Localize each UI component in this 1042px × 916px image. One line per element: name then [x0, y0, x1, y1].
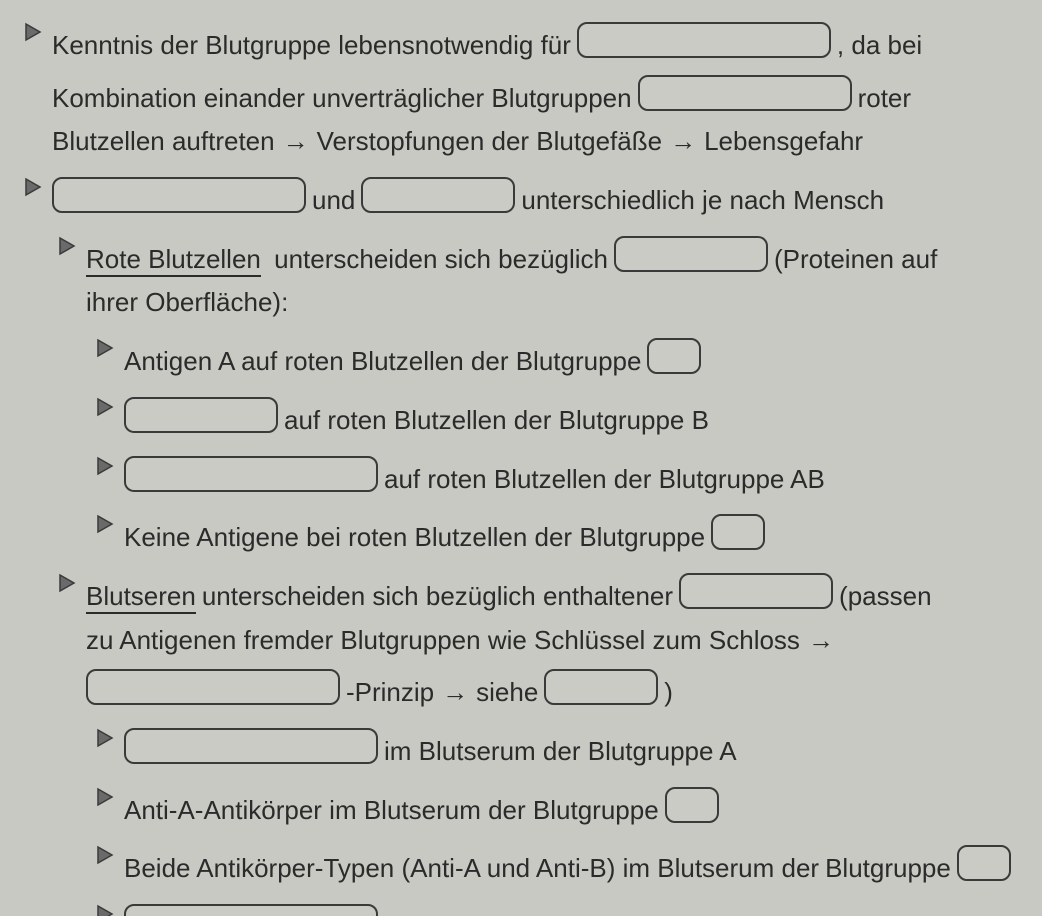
bullet-icon	[24, 18, 42, 42]
item-3-content: Rote Blutzellen unterscheiden sich bezüg…	[86, 232, 1024, 328]
text: )	[664, 674, 673, 712]
text: Anti-A-Antikörper im Blutserum der Blutg…	[124, 792, 659, 830]
text: im Blutserum der Blutgruppe AB	[384, 909, 754, 916]
text: roter	[858, 80, 911, 118]
bullet-icon	[96, 841, 114, 865]
text: siehe	[476, 674, 538, 712]
text-underlined: Blutseren	[86, 578, 196, 616]
blank-input[interactable]	[614, 236, 768, 272]
text: (passen	[839, 578, 932, 616]
bullet-icon	[96, 900, 114, 916]
item-10-content: Anti-A-Antikörper im Blutserum der Blutg…	[124, 783, 1024, 836]
text: zu Antigenen fremder Blutgruppen wie Sch…	[86, 622, 800, 660]
text: und	[312, 182, 355, 220]
item-9: im Blutserum der Blutgruppe A	[96, 724, 1024, 777]
text: auf roten Blutzellen der Blutgruppe B	[284, 402, 709, 440]
item-7: Keine Antigene bei roten Blutzellen der …	[96, 510, 1024, 563]
text: unterscheiden sich bezüglich enthaltener	[202, 578, 673, 616]
item-6-content: auf roten Blutzellen der Blutgruppe AB	[124, 452, 1024, 505]
item-11-content: Beide Antikörper-Typen (Anti-A und Anti-…	[124, 841, 1024, 894]
item-8-content: Blutseren unterscheiden sich bezüglich e…	[86, 569, 1024, 718]
text: Lebensgefahr	[704, 123, 863, 161]
arrow-icon: →	[668, 123, 698, 161]
text: unterschiedlich je nach Mensch	[521, 182, 884, 220]
bullet-icon	[96, 393, 114, 417]
item-1: Kenntnis der Blutgruppe lebensnotwendig …	[24, 18, 1024, 167]
item-5-content: auf roten Blutzellen der Blutgruppe B	[124, 393, 1024, 446]
item-5: auf roten Blutzellen der Blutgruppe B	[96, 393, 1024, 446]
text: Verstopfungen der Blutgefäße	[317, 123, 662, 161]
item-3: Rote Blutzellen unterscheiden sich bezüg…	[58, 232, 1024, 328]
text: Blutgruppe	[825, 850, 951, 888]
item-1-content: Kenntnis der Blutgruppe lebensnotwendig …	[52, 18, 1024, 167]
blank-input[interactable]	[124, 397, 278, 433]
text: ihrer Oberfläche):	[86, 284, 288, 322]
blank-input[interactable]	[957, 845, 1011, 881]
text: -Prinzip	[346, 674, 434, 712]
text: , da bei	[837, 27, 922, 65]
arrow-icon: →	[440, 674, 470, 712]
item-6: auf roten Blutzellen der Blutgruppe AB	[96, 452, 1024, 505]
blank-input[interactable]	[665, 787, 719, 823]
text: Keine Antigene bei roten Blutzellen der …	[124, 519, 705, 557]
item-10: Anti-A-Antikörper im Blutserum der Blutg…	[96, 783, 1024, 836]
item-7-content: Keine Antigene bei roten Blutzellen der …	[124, 510, 1024, 563]
text: Kenntnis der Blutgruppe lebensnotwendig …	[52, 27, 571, 65]
item-9-content: im Blutserum der Blutgruppe A	[124, 724, 1024, 777]
blank-input[interactable]	[647, 338, 701, 374]
blank-input[interactable]	[577, 22, 831, 58]
bullet-icon	[96, 510, 114, 534]
blank-input[interactable]	[124, 904, 378, 916]
bullet-icon	[58, 569, 76, 593]
item-4: Antigen A auf roten Blutzellen der Blutg…	[96, 334, 1024, 387]
text-underlined: Rote Blutzellen	[86, 241, 268, 279]
blank-input[interactable]	[711, 514, 765, 550]
item-12-content: im Blutserum der Blutgruppe AB	[124, 900, 1024, 916]
worksheet-page: Kenntnis der Blutgruppe lebensnotwendig …	[0, 0, 1042, 916]
text: im Blutserum der Blutgruppe A	[384, 733, 737, 771]
item-11: Beide Antikörper-Typen (Anti-A und Anti-…	[96, 841, 1024, 894]
blank-input[interactable]	[544, 669, 658, 705]
blank-input[interactable]	[52, 177, 306, 213]
blank-input[interactable]	[638, 75, 852, 111]
item-4-content: Antigen A auf roten Blutzellen der Blutg…	[124, 334, 1024, 387]
text: Antigen A auf roten Blutzellen der Blutg…	[124, 343, 641, 381]
blank-input[interactable]	[124, 456, 378, 492]
blank-input[interactable]	[124, 728, 378, 764]
arrow-icon: →	[281, 123, 311, 161]
text: auf roten Blutzellen der Blutgruppe AB	[384, 461, 825, 499]
blank-input[interactable]	[361, 177, 515, 213]
text: Kombination einander unverträglicher Blu…	[52, 80, 632, 118]
item-2-content: und unterschiedlich je nach Mensch	[52, 173, 1024, 226]
text: Blutzellen auftreten	[52, 123, 275, 161]
item-8: Blutseren unterscheiden sich bezüglich e…	[58, 569, 1024, 718]
bullet-icon	[58, 232, 76, 256]
arrow-icon: →	[806, 622, 836, 660]
item-2: und unterschiedlich je nach Mensch	[24, 173, 1024, 226]
bullet-icon	[96, 452, 114, 476]
bullet-icon	[96, 724, 114, 748]
bullet-icon	[24, 173, 42, 197]
text: (Proteinen auf	[774, 241, 937, 279]
blank-input[interactable]	[86, 669, 340, 705]
text: unterscheiden sich bezüglich	[274, 241, 608, 279]
blank-input[interactable]	[679, 573, 833, 609]
text: Beide Antikörper-Typen (Anti-A und Anti-…	[124, 850, 819, 888]
bullet-icon	[96, 334, 114, 358]
bullet-icon	[96, 783, 114, 807]
item-12: im Blutserum der Blutgruppe AB	[96, 900, 1024, 916]
